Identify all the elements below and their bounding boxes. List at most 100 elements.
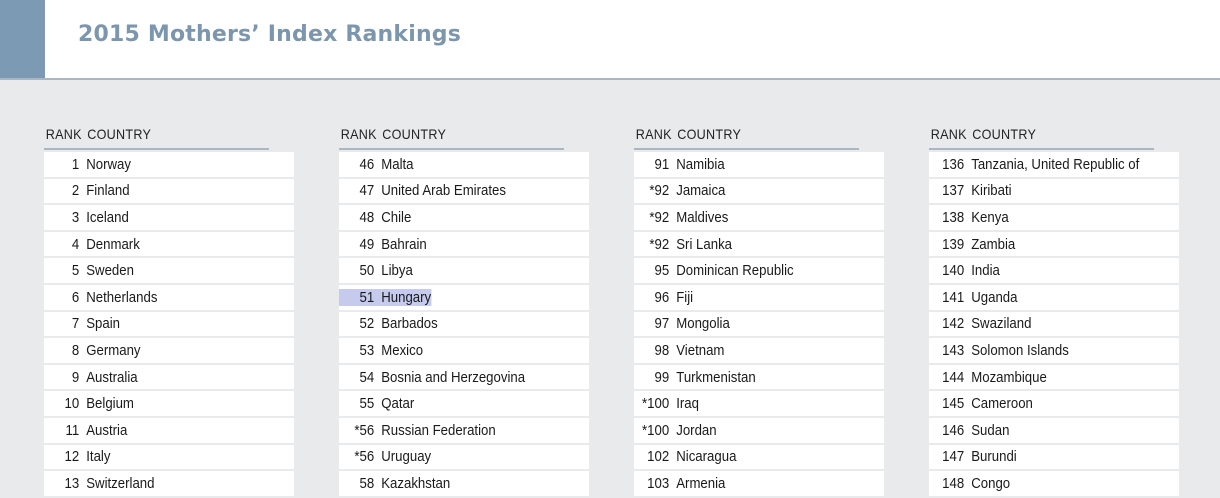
country-name: Spain: [86, 315, 121, 333]
country-name: Uruguay: [381, 448, 432, 466]
country-name: Armenia: [676, 474, 726, 492]
ranking-list: 46 Malta 47 United Arab Emirates 48 Chile 49 Ba…: [339, 152, 589, 496]
rank-value: 53: [359, 341, 375, 359]
ranking-row: 55 Qatar: [339, 391, 589, 416]
country-name: Uganda: [971, 288, 1018, 306]
ranking-row: 11 Austria: [44, 417, 294, 443]
ranking-row: 99 Turkmenistan: [634, 364, 884, 390]
ranking-row: 91 Namibia: [634, 152, 884, 177]
ranking-row: 10 Belgium: [44, 391, 294, 416]
rank-column-3: RANK COUNTRY 91 Namibia *92 Jamaica *92 Maldive…: [634, 120, 884, 498]
rank-value: 147: [942, 448, 965, 466]
rank-value: *56: [354, 448, 375, 466]
rank-value: 58: [359, 474, 375, 492]
rank-value: 46: [359, 155, 375, 173]
ranking-row: 48 Chile: [339, 205, 589, 230]
rank-value: 47: [359, 182, 375, 200]
ranking-row: 96 Fiji: [634, 284, 884, 310]
rank-value: 7: [71, 315, 80, 333]
country-name: Chile: [381, 208, 412, 226]
country-header: COUNTRY: [972, 126, 1037, 142]
rank-value: *92: [649, 208, 670, 226]
rank-value: 49: [359, 235, 375, 253]
country-name: Germany: [86, 341, 141, 359]
rank-value: 140: [942, 262, 965, 280]
ranking-row: 12 Italy: [44, 444, 294, 470]
rank-value: 145: [942, 395, 965, 413]
rank-column-2: RANK COUNTRY 46 Malta 47 United Arab Emirates…: [339, 120, 589, 498]
rank-header: RANK: [45, 126, 82, 142]
ranking-list: 1 Norway 2 Finland 3 Iceland 4 Denmark 5 Sweden 6 N…: [44, 152, 294, 496]
rank-value: 98: [654, 341, 670, 359]
country-name: Solomon Islands: [971, 341, 1069, 359]
ranking-row: 50 Libya: [339, 258, 589, 283]
country-name: Fiji: [676, 288, 694, 306]
country-name: Maldives: [676, 208, 729, 226]
ranking-row: 1 Norway: [44, 152, 294, 177]
rank-value: 102: [647, 448, 670, 466]
country-header: COUNTRY: [382, 126, 447, 142]
ranking-row: 4 Denmark: [44, 231, 294, 257]
ranking-row: 148 Congo: [929, 471, 1179, 496]
country-name: Sudan: [971, 421, 1010, 439]
country-name: Switzerland: [86, 474, 155, 492]
rank-value: 139: [942, 235, 965, 253]
rank-value: 91: [654, 155, 670, 173]
ranking-row: *100 Jordan: [634, 417, 884, 443]
ranking-row: 144 Mozambique: [929, 364, 1179, 390]
country-name: Vietnam: [676, 341, 725, 359]
ranking-row: *92 Jamaica: [634, 178, 884, 204]
country-name: Kenya: [971, 208, 1009, 226]
header-bar: 2015 Mothers’ Index Rankings: [0, 0, 1220, 80]
rank-value: 142: [942, 315, 965, 333]
country-name: Netherlands: [86, 288, 158, 306]
country-name: Denmark: [86, 235, 140, 253]
ranking-row: 9 Australia: [44, 364, 294, 390]
column-header: RANK COUNTRY: [339, 120, 564, 150]
country-name: Turkmenistan: [676, 368, 756, 386]
ranking-list: 91 Namibia *92 Jamaica *92 Maldives *92 Sri Lan…: [634, 152, 884, 496]
country-name: Sri Lanka: [676, 235, 733, 253]
ranking-row: 8 Germany: [44, 338, 294, 363]
ranking-row: 98 Vietnam: [634, 338, 884, 363]
ranking-row: 2 Finland: [44, 178, 294, 204]
country-name: Italy: [86, 448, 111, 466]
rank-value: 12: [64, 448, 80, 466]
country-name: Kazakhstan: [381, 474, 451, 492]
rank-value: 50: [359, 262, 375, 280]
ranking-row: 139 Zambia: [929, 231, 1179, 257]
ranking-row: 47 United Arab Emirates: [339, 178, 589, 204]
rank-value: 4: [71, 235, 80, 253]
ranking-row: 53 Mexico: [339, 338, 589, 363]
ranking-row: 145 Cameroon: [929, 391, 1179, 416]
ranking-row: 146 Sudan: [929, 417, 1179, 443]
country-name: Belgium: [86, 395, 134, 413]
country-name: Namibia: [676, 155, 725, 173]
country-name: Australia: [86, 368, 138, 386]
ranking-row: 58 Kazakhstan: [339, 471, 589, 496]
rank-value: *56: [354, 421, 375, 439]
country-name: Dominican Republic: [676, 262, 794, 280]
ranking-row: 147 Burundi: [929, 444, 1179, 470]
rank-value: *100: [642, 395, 670, 413]
rank-value: 13: [64, 474, 80, 492]
ranking-row: 52 Barbados: [339, 311, 589, 337]
country-name: Zambia: [971, 235, 1016, 253]
country-name: Malta: [381, 155, 414, 173]
country-name: United Arab Emirates: [381, 182, 506, 200]
country-name: Iceland: [86, 208, 129, 226]
rank-header: RANK: [340, 126, 377, 142]
country-name: Nicaragua: [676, 448, 737, 466]
rank-value: 6: [71, 288, 80, 306]
ranking-list: 136 Tanzania, United Republic of 137 Kiriba…: [929, 152, 1179, 496]
ranking-row: 7 Spain: [44, 311, 294, 337]
ranking-row: 95 Dominican Republic: [634, 258, 884, 283]
country-name: Congo: [971, 474, 1011, 492]
ranking-row: 138 Kenya: [929, 205, 1179, 230]
rank-value: 10: [64, 395, 80, 413]
ranking-row: 141 Uganda: [929, 284, 1179, 310]
country-name: Mexico: [381, 341, 424, 359]
country-name: Burundi: [971, 448, 1017, 466]
ranking-row: 103 Armenia: [634, 471, 884, 496]
country-name: Norway: [86, 155, 131, 173]
